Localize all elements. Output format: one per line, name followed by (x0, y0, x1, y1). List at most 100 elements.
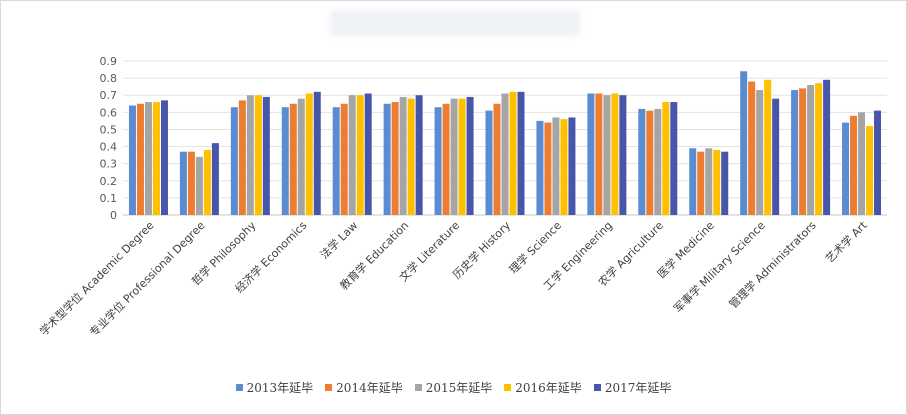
y-tick-label: 0.6 (100, 106, 118, 119)
bar (619, 95, 627, 215)
y-tick-label: 0.8 (100, 72, 118, 85)
bar-chart: 0 0.1 0.2 0.3 0.4 0.5 0.6 0.7 0.8 0.9 学术型学位 Acade… (37, 55, 887, 339)
bar (238, 100, 246, 215)
bar (179, 151, 187, 215)
bar (603, 95, 611, 215)
legend-swatch (593, 384, 601, 391)
bar (595, 93, 603, 215)
legend-item: 2016年延毕 (504, 379, 582, 396)
chart-title-blurred (330, 10, 580, 36)
y-tick-label: 0.3 (100, 158, 118, 171)
y-tick-label: 0.1 (100, 192, 118, 205)
bar (485, 110, 493, 215)
legend-label: 2015年延毕 (425, 381, 493, 395)
bar (128, 105, 136, 215)
bar (391, 102, 399, 215)
y-tick-label: 0.7 (100, 89, 118, 102)
bar (501, 93, 509, 215)
x-tick-label: 艺术学 Art (822, 218, 870, 266)
bar (815, 83, 823, 215)
bar (364, 93, 372, 215)
bar (721, 151, 729, 215)
bar (807, 84, 815, 215)
bar (670, 102, 678, 215)
bar (713, 149, 721, 215)
bar (764, 79, 772, 215)
x-tick-label: 管理学 Administrators (726, 218, 819, 311)
bar (187, 151, 195, 215)
bar (458, 98, 466, 215)
bar (195, 156, 203, 215)
legend-label: 2014年延毕 (336, 381, 403, 395)
bar (689, 148, 697, 215)
bar (646, 110, 654, 215)
legend-swatch (504, 384, 512, 391)
bar (705, 148, 713, 215)
bar (740, 71, 748, 216)
legend-swatch (235, 384, 243, 391)
bar (552, 117, 560, 215)
bar (160, 100, 168, 215)
legend-label: 2016年延毕 (515, 381, 582, 395)
legend-swatch (414, 384, 422, 391)
x-tick-label: 法学 Law (317, 218, 360, 261)
bar (772, 98, 780, 215)
bar (517, 91, 525, 215)
bar (254, 95, 262, 215)
bar (858, 112, 866, 215)
bar (638, 108, 646, 215)
bar (756, 90, 764, 215)
bar (866, 126, 874, 215)
bar (509, 91, 517, 215)
bar (356, 95, 364, 215)
bar (136, 103, 144, 215)
bar (450, 98, 458, 215)
x-tick-label: 理学 Science (506, 218, 564, 276)
legend-label: 2013年延毕 (246, 381, 314, 395)
bar (340, 103, 348, 215)
y-tick-label: 0.9 (100, 55, 118, 68)
bar (799, 88, 807, 215)
bar (560, 119, 568, 215)
bar (697, 151, 705, 215)
y-tick-label: 0.2 (100, 175, 118, 188)
bar (842, 122, 850, 215)
y-axis-ticks: 0 0.1 0.2 0.3 0.4 0.5 0.6 0.7 0.8 0.9 (100, 55, 118, 222)
y-tick-label: 0.4 (100, 141, 118, 154)
bar (262, 96, 270, 215)
bar (407, 98, 415, 215)
bars (128, 71, 882, 216)
legend-item: 2014年延毕 (325, 379, 403, 396)
bar (230, 107, 238, 215)
bar (466, 96, 474, 215)
bar (281, 107, 289, 215)
bar (823, 79, 831, 215)
bar (536, 120, 544, 215)
bar (442, 103, 450, 215)
legend-item: 2013年延毕 (235, 379, 314, 396)
bar (568, 117, 576, 215)
legend-item: 2015年延毕 (414, 379, 493, 396)
bar (654, 108, 662, 215)
bar (662, 102, 670, 215)
bar (305, 93, 313, 215)
bar (297, 98, 305, 215)
bar (383, 103, 391, 215)
bar (434, 107, 442, 215)
bar (348, 95, 356, 215)
bar (850, 115, 858, 215)
y-tick-label: 0 (110, 209, 117, 222)
legend: 2013年延毕 2014年延毕 2015年延毕 2016年延毕 2017年延毕 (0, 379, 907, 396)
bar (144, 102, 152, 215)
legend-item: 2017年延毕 (593, 379, 672, 396)
bar (791, 90, 799, 215)
legend-label: 2017年延毕 (604, 381, 672, 395)
x-tick-label: 军事学 Military Science (671, 218, 768, 315)
bar (415, 95, 423, 215)
bar (874, 110, 882, 215)
bar (313, 91, 321, 215)
y-tick-label: 0.5 (100, 123, 118, 136)
bar (544, 122, 552, 215)
bar (152, 102, 160, 215)
